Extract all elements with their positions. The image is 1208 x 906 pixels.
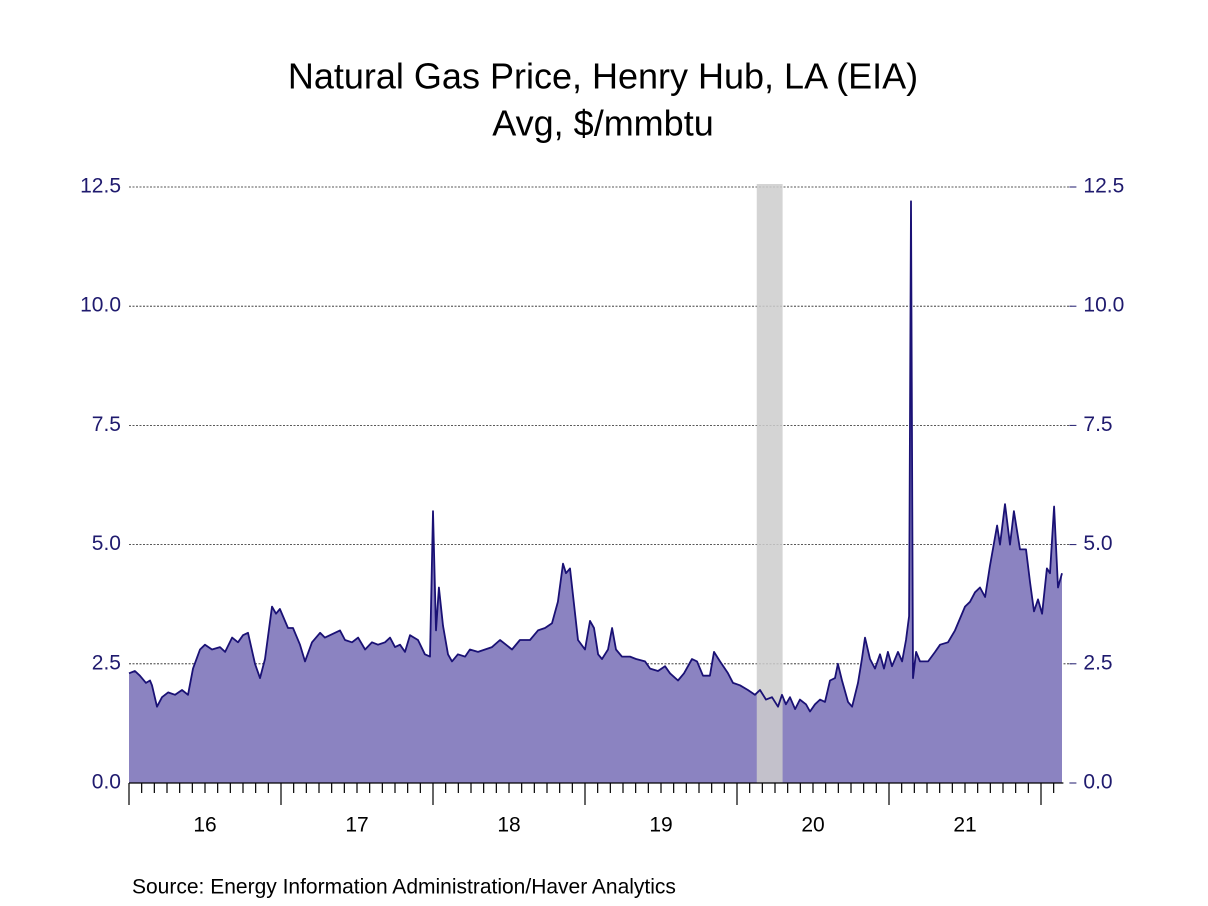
chart-subtitle: Avg, $/mmbtu [492, 103, 713, 144]
price-line [128, 200, 1063, 713]
y-tick-label: 10.0 [80, 294, 121, 317]
x-tick-label: 19 [649, 814, 672, 837]
x-tick-label: 18 [497, 814, 520, 837]
y2-tick-label: 12.5 [1083, 175, 1124, 198]
y-tick-label: 0.0 [92, 771, 121, 794]
y-tick-label: 12.5 [80, 175, 121, 198]
y2-tick-label: 2.5 [1083, 651, 1112, 674]
area-fill [129, 201, 1062, 784]
x-tick-label: 16 [193, 814, 216, 837]
x-tick-label: 17 [345, 814, 368, 837]
y2-tick-label: 7.5 [1083, 413, 1112, 436]
y-tick-label: 2.5 [92, 651, 121, 674]
y-tick-label: 7.5 [92, 413, 121, 436]
y-tick-label: 5.0 [92, 532, 121, 555]
x-tick-label: 20 [801, 814, 824, 837]
y2-tick-label: 10.0 [1083, 294, 1124, 317]
y2-tick-label: 0.0 [1083, 771, 1112, 794]
chart-title: Natural Gas Price, Henry Hub, LA (EIA) [288, 56, 918, 97]
source-note: Source: Energy Information Administratio… [132, 876, 676, 899]
y2-tick-label: 5.0 [1083, 532, 1112, 555]
recession-band [756, 184, 783, 783]
x-tick-label: 21 [953, 814, 976, 837]
